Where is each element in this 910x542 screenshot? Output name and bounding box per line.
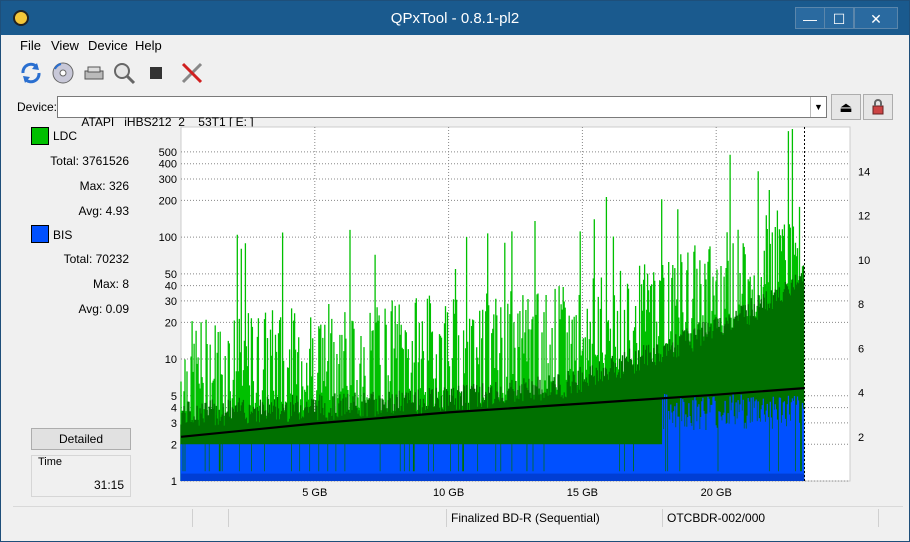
status-media-id: OTCBDR-002/000	[663, 509, 879, 527]
ldc-total: Total: 3761526	[50, 154, 129, 168]
bis-total: Total: 70232	[63, 252, 129, 266]
y-right-tick-label-0: 2	[858, 432, 864, 444]
y-right-tick-label-4: 10	[858, 255, 870, 267]
device-row: Device: ATAPI iHBS212 2 53T1 [ E: ] ▼ ⏏	[1, 94, 909, 129]
status-cell-6	[879, 509, 901, 527]
status-bar: Finalized BD-R (Sequential) OTCBDR-002/0…	[13, 506, 903, 528]
y-left-tick-label-0: 1	[171, 476, 177, 488]
y-left-tick-label-12: 300	[159, 174, 177, 186]
toolbar	[1, 57, 909, 91]
detailed-button[interactable]: Detailed	[31, 428, 131, 450]
y-left-tick-label-5: 10	[165, 354, 177, 366]
y-left-tick-label-14: 500	[159, 147, 177, 159]
device-selected-value: ATAPI iHBS212 2 53T1 [ E: ]	[81, 115, 254, 129]
bis-color-swatch	[31, 225, 49, 243]
status-cell-3	[229, 509, 447, 527]
menu-help[interactable]: Help	[135, 38, 162, 53]
window-title: QPxTool - 0.8.1-pl2	[390, 10, 520, 27]
y-left-tick-label-3: 4	[171, 403, 177, 415]
title-bar: QPxTool - 0.8.1-pl2 — ☐ ✕	[1, 1, 909, 35]
refresh-icon[interactable]	[17, 59, 45, 87]
y-right-tick-label-3: 8	[858, 299, 864, 311]
close-button[interactable]: ✕	[854, 7, 898, 29]
device-select[interactable]: ATAPI iHBS212 2 53T1 [ E: ] ▼	[57, 96, 827, 129]
y-right-tick-label-5: 12	[858, 211, 870, 223]
app-logo-icon	[13, 10, 29, 26]
disc-icon[interactable]	[49, 59, 77, 87]
ldc-color-swatch	[31, 127, 49, 145]
minimize-button[interactable]: —	[795, 7, 825, 29]
x-tick-label-2: 15 GB	[567, 487, 598, 499]
y-right-tick-label-2: 6	[858, 343, 864, 355]
status-disc-type: Finalized BD-R (Sequential)	[447, 509, 663, 527]
lock-icon	[872, 99, 884, 115]
stop-icon[interactable]	[142, 59, 170, 87]
x-tick-label-0: 5 GB	[302, 487, 327, 499]
x-tick-label-3: 20 GB	[701, 487, 732, 499]
eject-button[interactable]: ⏏	[831, 94, 861, 120]
time-group: Time 31:15	[31, 455, 131, 497]
device-label: Device:	[17, 100, 58, 114]
menu-file[interactable]: File	[20, 38, 41, 53]
menu-device[interactable]: Device	[88, 38, 128, 53]
y-left-tick-label-2: 3	[171, 418, 177, 430]
y-left-tick-label-11: 200	[159, 195, 177, 207]
y-left-tick-label-9: 50	[165, 269, 177, 281]
y-left-tick-label-7: 30	[165, 296, 177, 308]
ldc-label: LDC	[53, 129, 78, 143]
y-right-tick-label-6: 14	[858, 166, 870, 178]
x-tick-label-1: 10 GB	[433, 487, 464, 499]
y-right-tick-label-1: 4	[858, 388, 864, 400]
maximize-button[interactable]: ☐	[824, 7, 854, 29]
y-left-tick-label-6: 20	[165, 317, 177, 329]
y-left-tick-label-1: 2	[171, 439, 177, 451]
ldc-avg: Avg: 4.93	[78, 204, 129, 218]
y-left-tick-label-13: 400	[159, 159, 177, 171]
bis-label: BIS	[53, 228, 73, 242]
time-value: 31:15	[93, 478, 124, 492]
y-left-tick-label-8: 40	[165, 281, 177, 293]
menu-bar: File View Device Help	[1, 35, 909, 55]
status-cell-1	[13, 509, 193, 527]
stats-panel: LDC Total: 3761526 Max: 326 Avg: 4.93 BI…	[17, 123, 135, 498]
lock-button[interactable]	[863, 94, 893, 120]
bis-avg: Avg: 0.09	[78, 302, 129, 316]
y-left-tick-label-10: 100	[159, 232, 177, 244]
time-label: Time	[38, 456, 63, 468]
ldc-max: Max: 326	[79, 179, 129, 193]
eject-icon: ⏏	[839, 99, 853, 115]
chevron-down-icon[interactable]: ▼	[810, 97, 826, 117]
chart-area: 1 2 3 4 5 10 20 30 40 50 100 200 300 400 500 2 4 6 8 10 12 14…	[136, 123, 876, 501]
tools-icon[interactable]	[178, 59, 206, 87]
zoom-icon[interactable]	[110, 59, 138, 87]
y-left-tick-label-4: 5	[171, 391, 177, 403]
scanner-icon[interactable]	[80, 59, 108, 87]
error-rate-chart: 1234510203040501002003004005002468101214…	[159, 126, 870, 499]
bis-baseline	[181, 473, 805, 481]
bis-max: Max: 8	[92, 277, 129, 291]
speed-line	[180, 387, 805, 438]
menu-view[interactable]: View	[51, 38, 79, 53]
status-cell-2	[193, 509, 229, 527]
